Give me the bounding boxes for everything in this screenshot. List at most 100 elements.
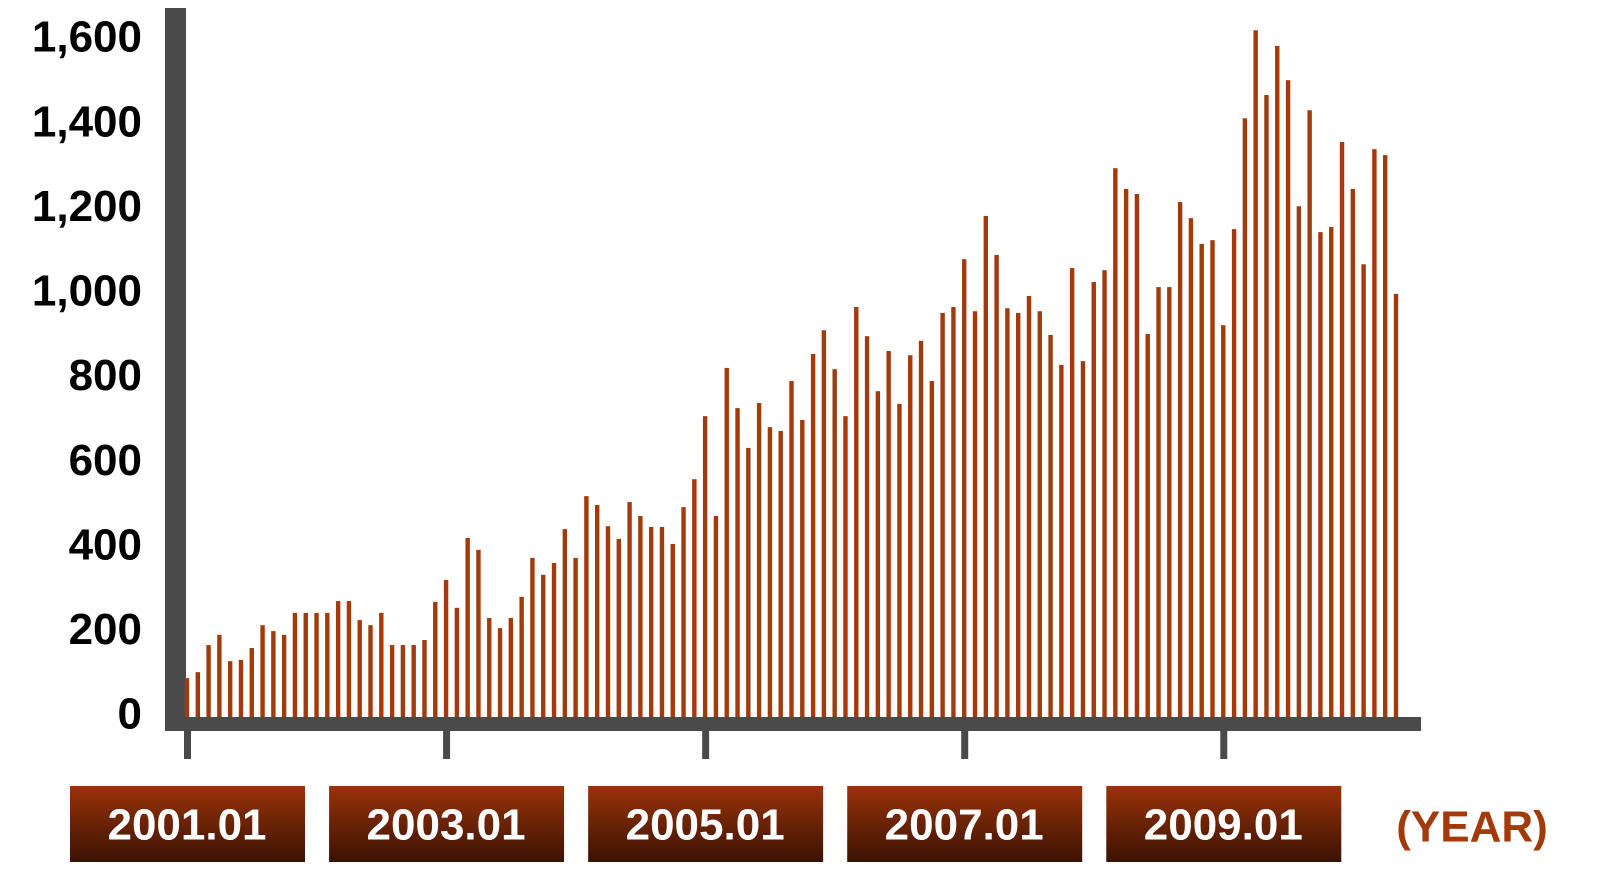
bar [281,634,287,717]
bar [249,648,254,717]
bar [897,403,902,717]
y-axis [165,8,186,730]
bar [854,306,859,717]
bar [195,672,200,717]
bar [735,408,740,717]
bar [411,645,416,717]
x-tick-label: 2001.01 [107,801,266,850]
x-tick-label: 2003.01 [367,801,526,850]
bar [530,557,535,717]
bar [821,330,827,717]
bar [584,496,589,717]
bar [1177,202,1183,717]
x-tick [443,731,451,759]
bar [670,543,675,717]
bar [1350,188,1356,717]
bar [1383,155,1388,718]
bar [864,336,870,717]
bar [443,579,449,717]
bar [573,557,578,717]
bar [1026,295,1032,717]
y-tick-label: 1,000 [32,267,142,316]
bar [1318,232,1323,717]
bar [983,216,989,717]
bar [746,447,751,717]
bar [346,601,352,717]
bar [724,367,729,717]
y-tick-label: 1,400 [32,97,142,146]
bar [1015,312,1021,717]
y-tick-label: 600 [69,436,142,485]
bar [1361,264,1366,717]
bar [238,659,244,717]
bar [1393,293,1399,717]
x-axis [165,717,1421,731]
bar [454,607,460,717]
bar [800,419,805,717]
bar [1080,361,1086,717]
bar [260,625,265,717]
bar [659,527,665,717]
x-tick [702,731,710,759]
x-tick [1220,731,1228,759]
bar [292,612,298,717]
bar [1221,325,1226,717]
x-axis-label: (YEAR) [1396,803,1548,852]
bar [271,631,276,717]
bar [357,620,362,717]
bar [335,601,341,717]
x-label-box [588,786,824,862]
y-tick-label: 1,200 [32,182,142,231]
x-label-box [329,786,565,862]
bar [1253,30,1258,717]
bar [1188,218,1194,717]
bar [962,259,967,717]
bar [1264,95,1269,718]
bar [551,562,557,717]
bar [400,645,406,717]
bar [227,661,233,717]
bar [702,416,708,717]
bar [594,505,600,717]
bar [476,549,481,717]
bar [951,306,956,717]
bar [541,574,546,717]
bar [508,617,514,717]
bar [1275,45,1280,717]
bar [325,612,330,717]
bar [605,526,611,717]
bar [1199,243,1204,718]
bar [1167,287,1172,717]
bar [1145,334,1150,717]
bar [487,617,492,717]
bar [1339,141,1345,717]
x-label-box [1106,786,1342,862]
bar [1156,287,1161,717]
x-tick-label: 2007.01 [885,801,1044,850]
bar [422,639,427,717]
bar [886,350,891,717]
bar [918,340,924,717]
bar [692,479,697,717]
bar [713,516,719,717]
bar [1307,110,1312,717]
bar [681,507,686,717]
bar [994,254,999,717]
y-tick-label: 0 [118,690,142,739]
bar [648,527,654,717]
y-tick-label: 400 [69,520,142,569]
bar [217,634,222,717]
x-label-box [847,786,1083,862]
x-tick [184,731,191,759]
bar [497,628,503,717]
bar [1242,118,1248,717]
bar [1102,270,1107,717]
bar [1296,206,1302,717]
bar [1134,194,1140,717]
bar [767,427,773,717]
bar [1372,149,1377,717]
bar [1113,168,1118,717]
bar [810,353,816,717]
bar [562,529,568,717]
